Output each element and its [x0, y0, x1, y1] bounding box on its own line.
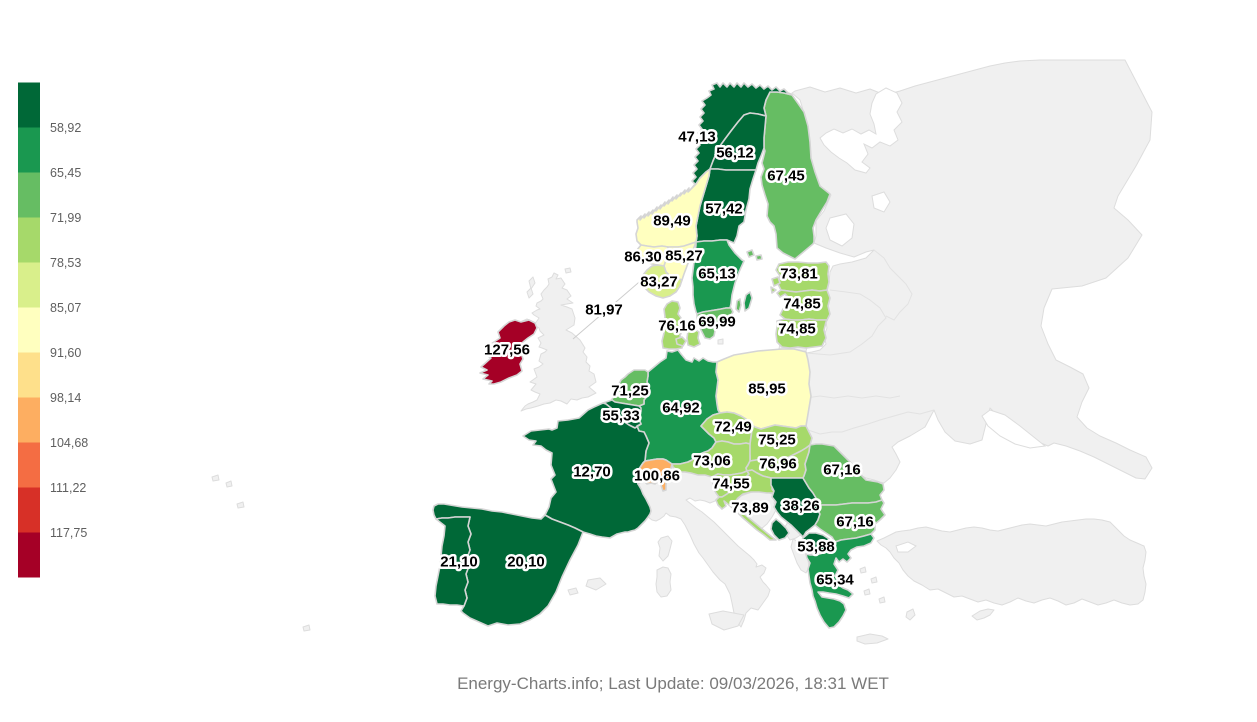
svg-text:78,53: 78,53: [50, 256, 81, 270]
svg-text:67,16: 67,16: [823, 462, 861, 479]
svg-text:73,81: 73,81: [780, 266, 818, 283]
svg-text:111,22: 111,22: [50, 481, 86, 495]
svg-text:73,06: 73,06: [693, 453, 731, 470]
svg-text:74,85: 74,85: [783, 296, 821, 313]
svg-text:73,89: 73,89: [731, 500, 769, 517]
svg-text:85,95: 85,95: [748, 381, 786, 398]
svg-text:85,07: 85,07: [50, 301, 81, 315]
svg-text:57,42: 57,42: [705, 201, 743, 218]
svg-text:100,86: 100,86: [634, 468, 680, 485]
svg-text:117,75: 117,75: [50, 526, 87, 540]
svg-text:65,45: 65,45: [50, 166, 81, 180]
svg-text:75,25: 75,25: [758, 432, 796, 449]
svg-text:76,96: 76,96: [759, 456, 797, 473]
svg-text:56,12: 56,12: [716, 145, 754, 162]
svg-text:53,88: 53,88: [797, 539, 835, 556]
svg-text:71,25: 71,25: [611, 383, 649, 400]
svg-text:58,92: 58,92: [50, 121, 81, 135]
svg-text:47,13: 47,13: [678, 129, 716, 146]
svg-text:86,30: 86,30: [624, 249, 662, 266]
svg-text:83,27: 83,27: [640, 274, 678, 291]
svg-text:12,70: 12,70: [573, 464, 611, 481]
svg-text:38,26: 38,26: [782, 498, 820, 515]
svg-text:67,16: 67,16: [836, 514, 874, 531]
svg-text:91,60: 91,60: [50, 346, 81, 360]
svg-text:Energy-Charts.info; Last Updat: Energy-Charts.info; Last Update: 09/03/2…: [457, 674, 889, 693]
svg-text:69,99: 69,99: [698, 314, 736, 331]
svg-text:67,45: 67,45: [767, 168, 805, 185]
svg-text:55,33: 55,33: [602, 408, 640, 425]
svg-text:104,68: 104,68: [50, 436, 88, 450]
svg-text:74,55: 74,55: [712, 476, 750, 493]
svg-text:72,49: 72,49: [714, 419, 752, 436]
svg-text:65,13: 65,13: [698, 266, 736, 283]
svg-text:74,85: 74,85: [778, 321, 816, 338]
svg-text:71,99: 71,99: [50, 211, 81, 225]
svg-text:127,56: 127,56: [484, 342, 530, 359]
svg-text:64,92: 64,92: [662, 400, 700, 417]
svg-text:89,49: 89,49: [653, 213, 691, 230]
svg-text:98,14: 98,14: [50, 391, 81, 405]
svg-text:65,34: 65,34: [816, 572, 854, 589]
svg-text:20,10: 20,10: [507, 554, 545, 571]
svg-text:81,97: 81,97: [585, 302, 623, 319]
svg-text:21,10: 21,10: [440, 554, 478, 571]
svg-text:76,16: 76,16: [658, 318, 696, 335]
svg-text:85,27: 85,27: [665, 248, 703, 265]
